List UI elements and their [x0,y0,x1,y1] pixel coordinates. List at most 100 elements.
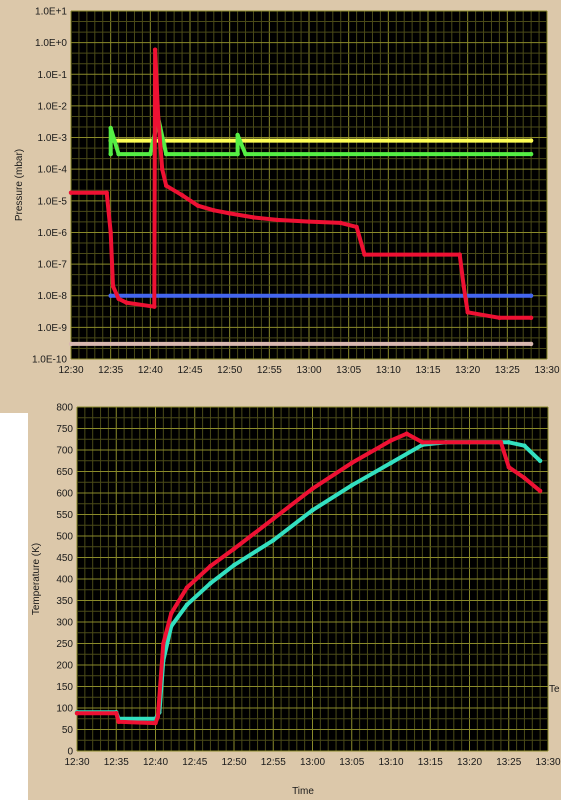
data-point [184,585,190,590]
data-point [195,203,201,208]
data-point [108,230,113,235]
y-tick-label: 700 [56,446,73,457]
y-tick-label: 1.0E-10 [32,355,67,366]
pressure-grid [70,10,548,360]
x-tick-label: 13:25 [496,757,521,768]
data-point [498,440,504,445]
data-point [108,125,113,131]
data-point [251,215,256,220]
temperature-series [74,431,543,726]
x-tick-label: 13:20 [457,757,482,768]
data-point [153,720,158,726]
x-tick-label: 13:00 [300,757,325,768]
data-point [457,252,462,257]
y-tick-label: 1.0E-3 [38,133,68,144]
data-point [465,310,470,315]
data-point [388,438,394,443]
y-tick-label: 1.0E-2 [38,101,68,112]
data-point [179,193,185,198]
y-tick-label: 650 [56,467,73,478]
data-point [467,440,472,445]
y-tick-label: 1.0E-6 [38,228,68,239]
y-tick-label: 250 [56,639,73,650]
data-point [528,341,534,347]
x-tick-label: 12:45 [182,757,207,768]
data-point [152,47,158,52]
series-line-1 [108,116,534,157]
data-point [528,151,534,157]
data-point [528,293,534,298]
y-tick-label: 500 [56,532,73,543]
x-tick-label: 12:35 [98,365,123,376]
x-tick-label: 13:10 [376,365,401,376]
y-tick-label: 600 [56,489,73,500]
data-point [161,641,166,646]
y-tick-label: 1.0E-4 [38,165,68,176]
data-point [164,151,169,157]
pressure-y-axis-label: Pressure (mbar) [14,149,25,221]
data-point [231,563,237,568]
data-point [104,190,109,195]
data-point [116,719,121,724]
data-point [349,460,354,466]
data-point [68,341,74,347]
data-point [243,151,248,157]
data-point [349,483,354,488]
x-tick-label: 12:35 [104,757,129,768]
temperature-chart: 8007507006506005505004504003503002502001… [31,403,561,798]
data-point [152,304,157,309]
data-point [528,315,534,320]
y-tick-label: 1.0E-7 [38,260,68,271]
data-point [231,546,237,552]
y-tick-label: 750 [56,424,73,435]
data-point [124,300,129,305]
y-tick-label: 1.0E-1 [38,70,68,81]
data-point [537,488,543,494]
data-point [522,475,527,481]
x-tick-label: 12:55 [261,757,286,768]
y-tick-label: 0 [67,747,73,758]
data-point [108,151,113,157]
data-point [164,183,169,188]
x-tick-label: 13:10 [378,757,403,768]
temperature-y-axis-label: Temperature (K) [31,543,42,615]
pressure-chart-panel: 1.0E+1 1.0E+0 1.0E-1 1.0E-2 1.0E-3 1.0E-4 1.0E… [0,0,561,413]
data-point [68,190,74,195]
data-point [148,151,153,157]
x-tick-label: 12:40 [138,365,163,376]
data-point [506,465,511,470]
clipped-label: Te [549,684,560,695]
temperature-chart-panel: 800 750 700 650 600 550 500 450 400 350 300 250 200 1… [28,394,561,800]
x-tick-label: 13:25 [495,365,520,376]
data-point [388,460,394,466]
data-point [461,284,466,289]
data-point [169,611,174,616]
x-tick-label: 12:40 [143,757,168,768]
data-point [235,151,240,157]
data-point [271,516,276,521]
y-tick-label: 200 [56,661,73,672]
y-tick-label: 350 [56,596,73,607]
data-point [184,602,190,607]
data-point [528,138,534,143]
data-point [338,220,343,226]
y-tick-label: 1.0E+0 [35,38,67,49]
data-point [211,208,216,213]
data-point [306,219,312,224]
x-tick-label: 13:20 [455,365,480,376]
data-point [362,252,367,257]
y-tick-label: 1.0E-8 [38,291,68,302]
y-tick-label: 450 [56,553,73,564]
data-point [156,116,161,121]
data-point [310,508,315,513]
y-tick-label: 150 [56,682,73,693]
y-tick-label: 1.0E-5 [38,196,68,207]
x-tick-label: 12:50 [217,365,242,376]
data-point [310,486,315,491]
data-point [275,217,280,223]
data-point [522,443,527,448]
x-tick-label: 13:30 [535,757,560,768]
x-tick-label: 12:55 [257,365,282,376]
data-point [497,315,502,320]
temperature-grid [76,406,549,752]
